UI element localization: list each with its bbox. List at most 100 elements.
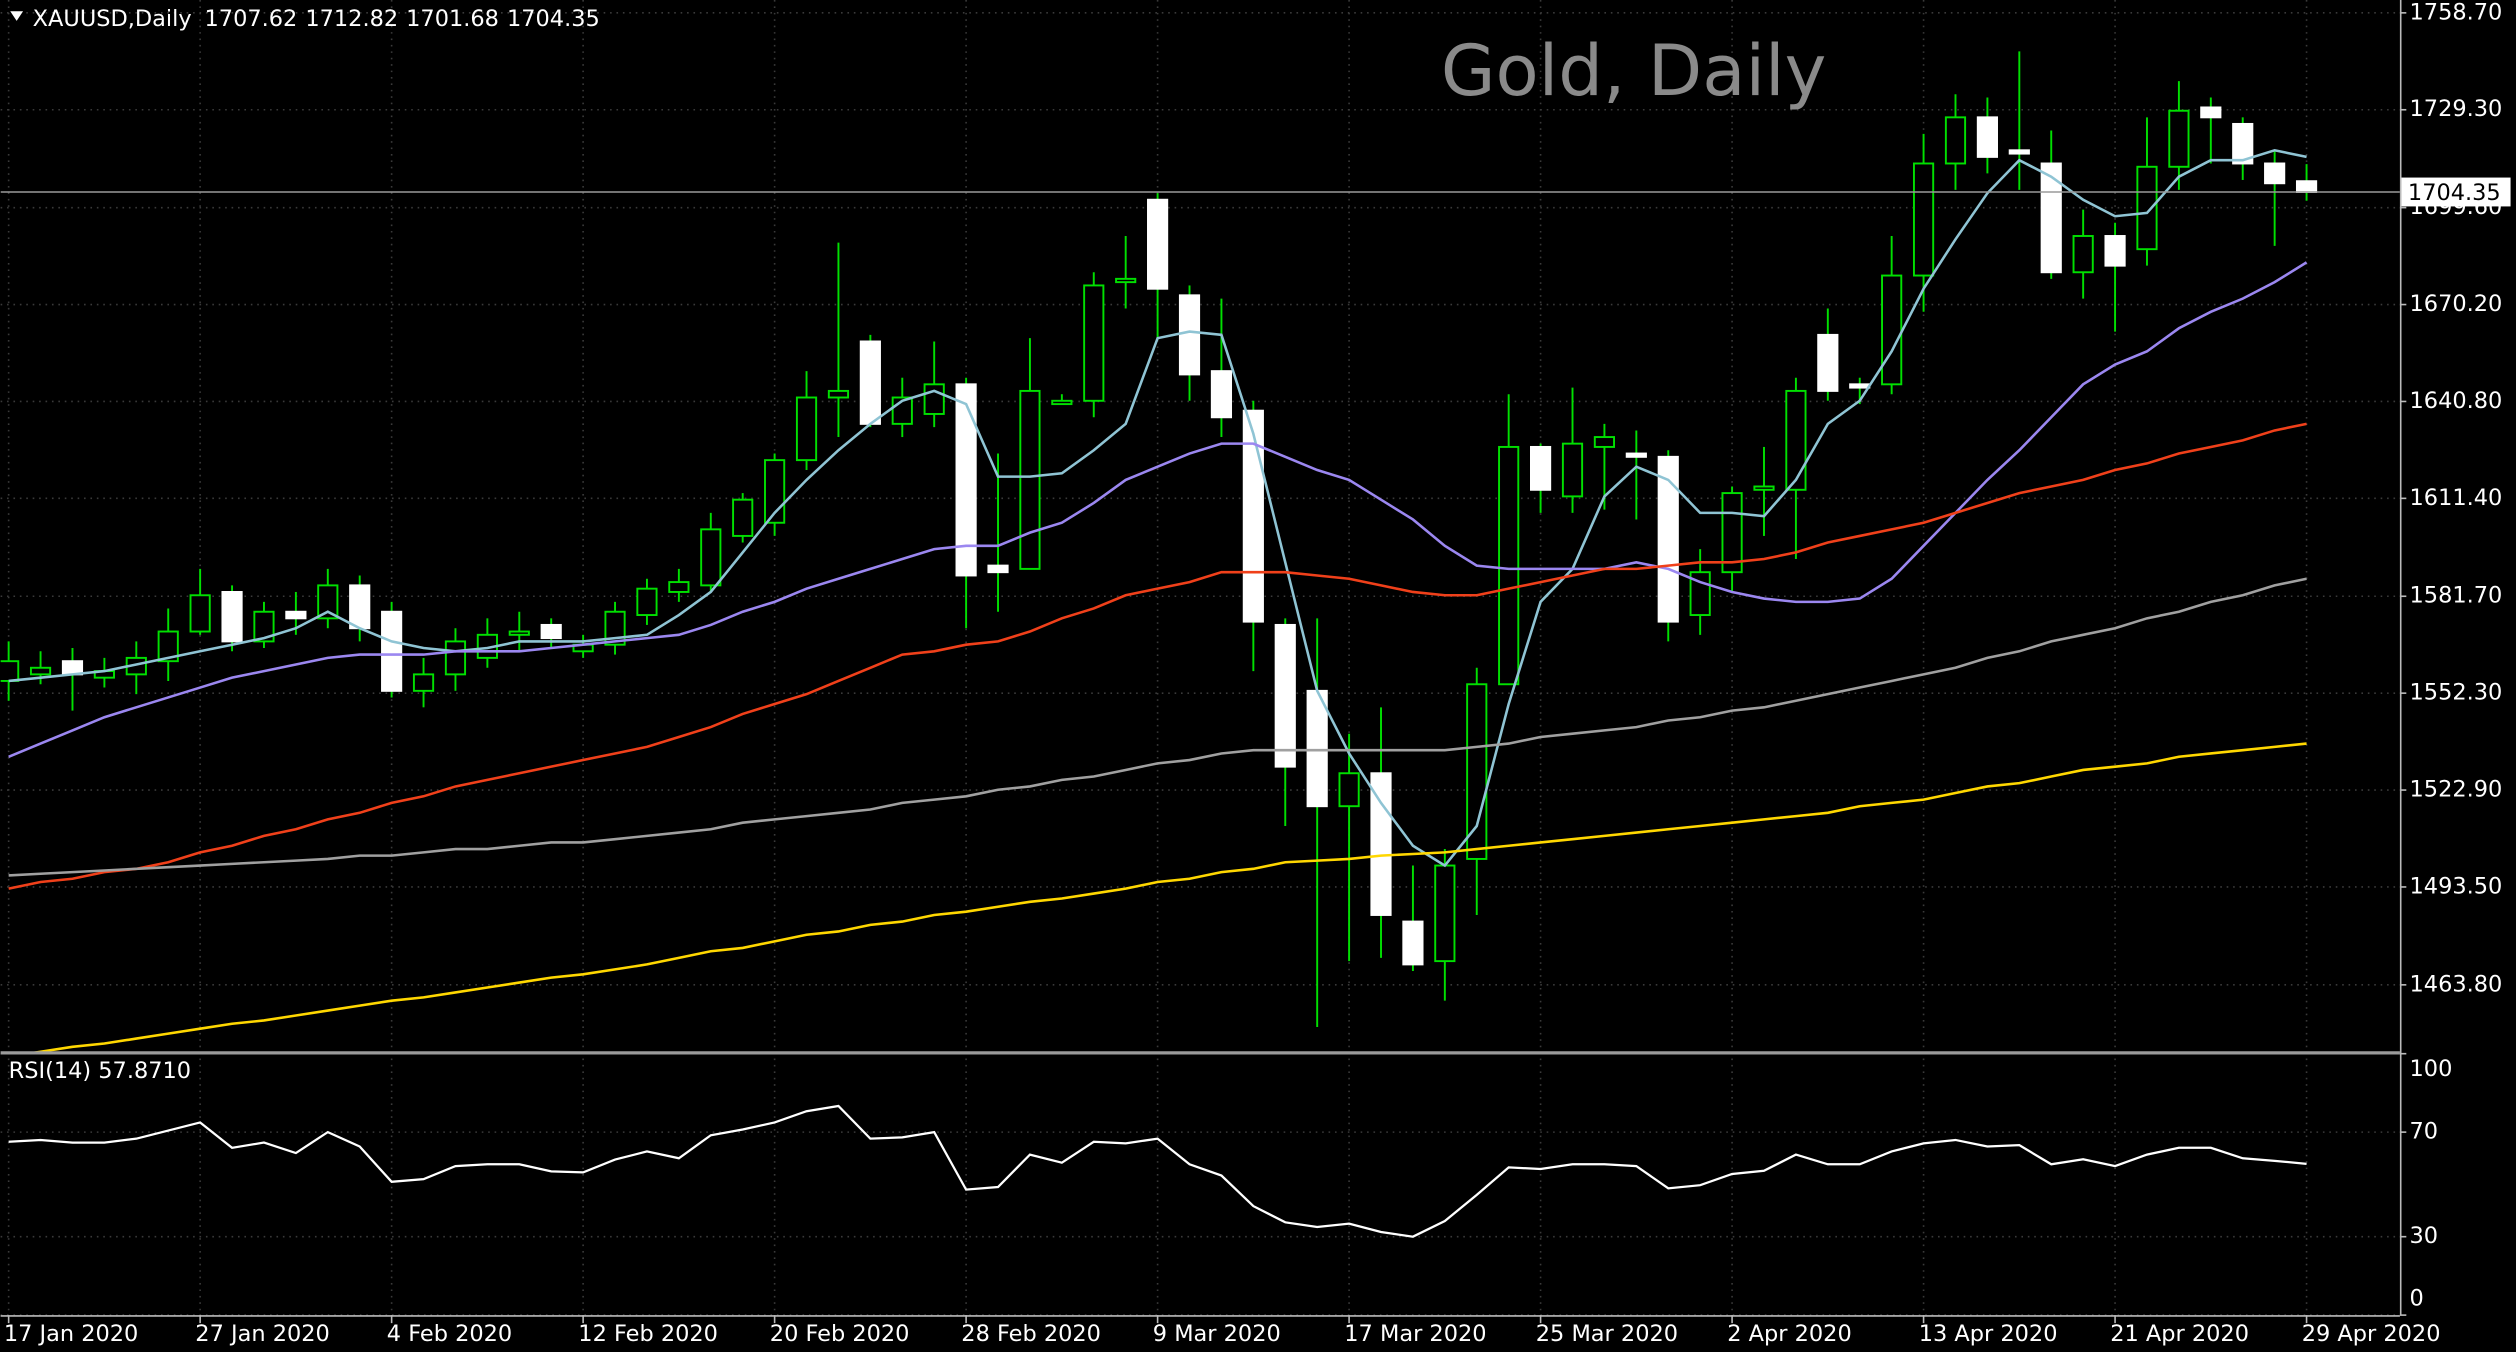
chart-title: Gold, Daily (1441, 30, 1827, 112)
y-tick-label: 0 (2410, 1286, 2424, 1312)
candle-body (29, 666, 52, 676)
y-tick-label: 1463.80 (2410, 971, 2503, 997)
x-tick-label: 12 Feb 2020 (578, 1321, 718, 1347)
candle-body (1625, 452, 1647, 458)
candle-body (1785, 389, 1807, 491)
x-tick-label: 20 Feb 2020 (770, 1321, 910, 1347)
candle-body (1434, 864, 1456, 963)
candle-body (2168, 109, 2190, 168)
candle-body (2200, 106, 2222, 119)
candle-body (540, 623, 562, 640)
open-value: 1707.62 (205, 6, 298, 32)
close-value: 1704.35 (507, 6, 600, 32)
candle-body (700, 528, 722, 587)
candle-body (955, 383, 977, 577)
y-tick-label: 1611.40 (2410, 485, 2503, 511)
candle-body (1338, 772, 1360, 808)
y-tick-label: 1552.30 (2410, 680, 2503, 706)
candle-body (1115, 277, 1137, 284)
x-tick-label: 17 Jan 2020 (4, 1321, 139, 1347)
candle-body (2264, 162, 2286, 185)
candle-body (1881, 274, 1903, 386)
candle-body (2232, 122, 2254, 165)
rsi-title: RSI(14) 57.8710 (9, 1058, 191, 1084)
x-tick-label: 29 Apr 2020 (2302, 1321, 2441, 1347)
menu-triangle[interactable] (10, 11, 24, 21)
x-tick-label: 25 Mar 2020 (1536, 1321, 1678, 1347)
x-tick-label: 4 Feb 2020 (387, 1321, 512, 1347)
x-tick-label: 9 Mar 2020 (1153, 1321, 1281, 1347)
candle-body (1178, 294, 1201, 376)
candle-body (221, 591, 243, 643)
x-tick-label: 21 Apr 2020 (2110, 1321, 2249, 1347)
moving-average-line (8, 148, 2307, 868)
candle-body (1306, 689, 1328, 808)
candle-body (2136, 165, 2158, 251)
y-tick-label: 1670.20 (2410, 291, 2503, 317)
candle-body (1976, 116, 1998, 158)
candle-body (1498, 445, 1520, 686)
rsi-line (8, 1104, 2307, 1238)
x-tick-label: 13 Apr 2020 (1919, 1321, 2058, 1347)
y-tick-label: 70 (2410, 1119, 2439, 1145)
candle-body (1657, 455, 1679, 623)
candle-body (1019, 389, 1041, 570)
candle-body (1274, 623, 1296, 768)
candle-body (189, 594, 211, 633)
candle-body (317, 584, 339, 620)
candle-body (1530, 445, 1552, 491)
candle-body (1817, 333, 1839, 392)
candle-body (987, 564, 1009, 574)
candle-body (795, 396, 818, 462)
candle-body (1561, 442, 1584, 498)
x-tick-label: 28 Feb 2020 (961, 1321, 1101, 1347)
candle-body (827, 389, 850, 399)
moving-average-line (8, 261, 2308, 758)
y-tick-label: 1640.80 (2410, 388, 2503, 414)
y-tick-label: 1581.70 (2410, 583, 2503, 609)
candle-body (508, 630, 530, 636)
moving-average-line (8, 422, 2307, 890)
current-price-box (2401, 177, 2511, 207)
candle-body (1593, 436, 1616, 448)
symbol: XAUUSD,Daily (33, 6, 192, 32)
candle-body (668, 581, 690, 593)
candle-body (381, 610, 403, 692)
y-tick-label: 1758.70 (2410, 0, 2503, 25)
price-pane (0, 51, 2400, 1053)
candle-body (1242, 409, 1264, 623)
candle-body (2295, 180, 2318, 193)
x-tick-label: 27 Jan 2020 (195, 1321, 330, 1347)
candle-body (0, 660, 20, 682)
candle-body (1944, 116, 1967, 165)
candle-body (923, 383, 945, 415)
chart-header: XAUUSD,Daily 1707.62 1712.82 1701.68 1704.35 (33, 6, 600, 32)
low-value: 1701.68 (406, 6, 499, 32)
candle-body (1147, 198, 1169, 290)
candle-body (2104, 235, 2126, 267)
y-tick-label: 100 (2410, 1056, 2453, 1082)
y-tick-label: 30 (2410, 1223, 2439, 1249)
candle-body (349, 584, 371, 630)
y-tick-label: 1522.90 (2410, 777, 2503, 803)
candle-body (1402, 920, 1424, 966)
candle-body (412, 673, 435, 692)
rsi-pane (8, 1104, 2307, 1238)
candle-body (1083, 284, 1105, 402)
candle-body (2040, 162, 2062, 274)
candle-body (285, 610, 307, 620)
current-price-label: 1704.35 (2408, 180, 2501, 206)
candle-body (1753, 485, 1775, 491)
moving-average-line (30, 742, 2307, 1053)
y-tick-label: 1493.50 (2410, 873, 2503, 899)
y-tick-label: 1729.30 (2410, 96, 2503, 122)
candle-body (1912, 162, 1935, 277)
axes: 17 Jan 2020 27 Jan 2020 4 Feb 2020 12 Feb 2… (4, 0, 2511, 1347)
candle-body (1849, 383, 1871, 389)
candle-body (636, 587, 658, 616)
candle-body (859, 340, 881, 425)
high-value: 1712.82 (305, 6, 398, 32)
candle-body (2072, 235, 2094, 274)
candle-body (157, 630, 179, 663)
